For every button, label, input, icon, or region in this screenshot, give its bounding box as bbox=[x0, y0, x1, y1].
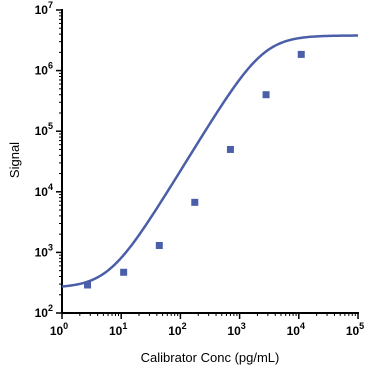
x-tick-label: 105 bbox=[346, 321, 364, 338]
x-tick-label: 103 bbox=[227, 321, 245, 338]
fit-curve-layer bbox=[61, 34, 358, 288]
x-tick-label: 101 bbox=[109, 321, 127, 338]
y-tick-exponent: 3 bbox=[48, 242, 53, 252]
data-point bbox=[191, 198, 199, 206]
y-tick-label: 102 bbox=[35, 303, 53, 320]
x-tick-base: 10 bbox=[109, 324, 123, 338]
x-tick-exponent: 2 bbox=[182, 321, 187, 331]
data-point bbox=[297, 50, 305, 58]
data-point bbox=[120, 268, 128, 276]
y-tick-base: 10 bbox=[35, 64, 49, 78]
y-tick-exponent: 5 bbox=[48, 121, 53, 131]
x-tick-label: 102 bbox=[168, 321, 186, 338]
data-point bbox=[262, 91, 270, 99]
y-tick-exponent: 6 bbox=[48, 61, 53, 71]
y-tick-label: 103 bbox=[35, 242, 53, 259]
x-tick-exponent: 4 bbox=[300, 321, 305, 331]
y-tick-label: 107 bbox=[35, 0, 53, 17]
fit-curve-line bbox=[61, 34, 358, 288]
axes bbox=[56, 9, 359, 319]
y-tick-exponent: 2 bbox=[48, 303, 53, 313]
x-axis-title: Calibrator Conc (pg/mL) bbox=[141, 350, 280, 365]
y-tick-base: 10 bbox=[35, 3, 49, 17]
data-point bbox=[155, 241, 163, 249]
x-tick-base: 10 bbox=[287, 324, 301, 338]
y-tick-exponent: 7 bbox=[48, 0, 53, 10]
x-tick-label: 104 bbox=[287, 321, 305, 338]
x-tick-base: 10 bbox=[168, 324, 182, 338]
x-tick-exponent: 0 bbox=[63, 321, 68, 331]
data-points-layer bbox=[84, 50, 305, 289]
y-tick-label: 104 bbox=[35, 182, 53, 199]
y-tick-base: 10 bbox=[35, 245, 49, 259]
y-tick-label: 105 bbox=[35, 121, 53, 138]
x-tick-base: 10 bbox=[50, 324, 64, 338]
y-tick-base: 10 bbox=[35, 185, 49, 199]
x-tick-label: 100 bbox=[50, 321, 68, 338]
y-tick-exponent: 4 bbox=[48, 182, 53, 192]
y-tick-base: 10 bbox=[35, 306, 49, 320]
y-tick-label: 106 bbox=[35, 61, 53, 78]
data-point bbox=[84, 281, 92, 289]
x-tick-exponent: 5 bbox=[359, 321, 364, 331]
x-tick-base: 10 bbox=[346, 324, 360, 338]
x-tick-exponent: 1 bbox=[122, 321, 127, 331]
y-axis-title: Signal bbox=[7, 142, 22, 178]
data-point bbox=[226, 145, 234, 153]
y-tick-base: 10 bbox=[35, 124, 49, 138]
x-tick-exponent: 3 bbox=[241, 321, 246, 331]
x-tick-base: 10 bbox=[227, 324, 241, 338]
